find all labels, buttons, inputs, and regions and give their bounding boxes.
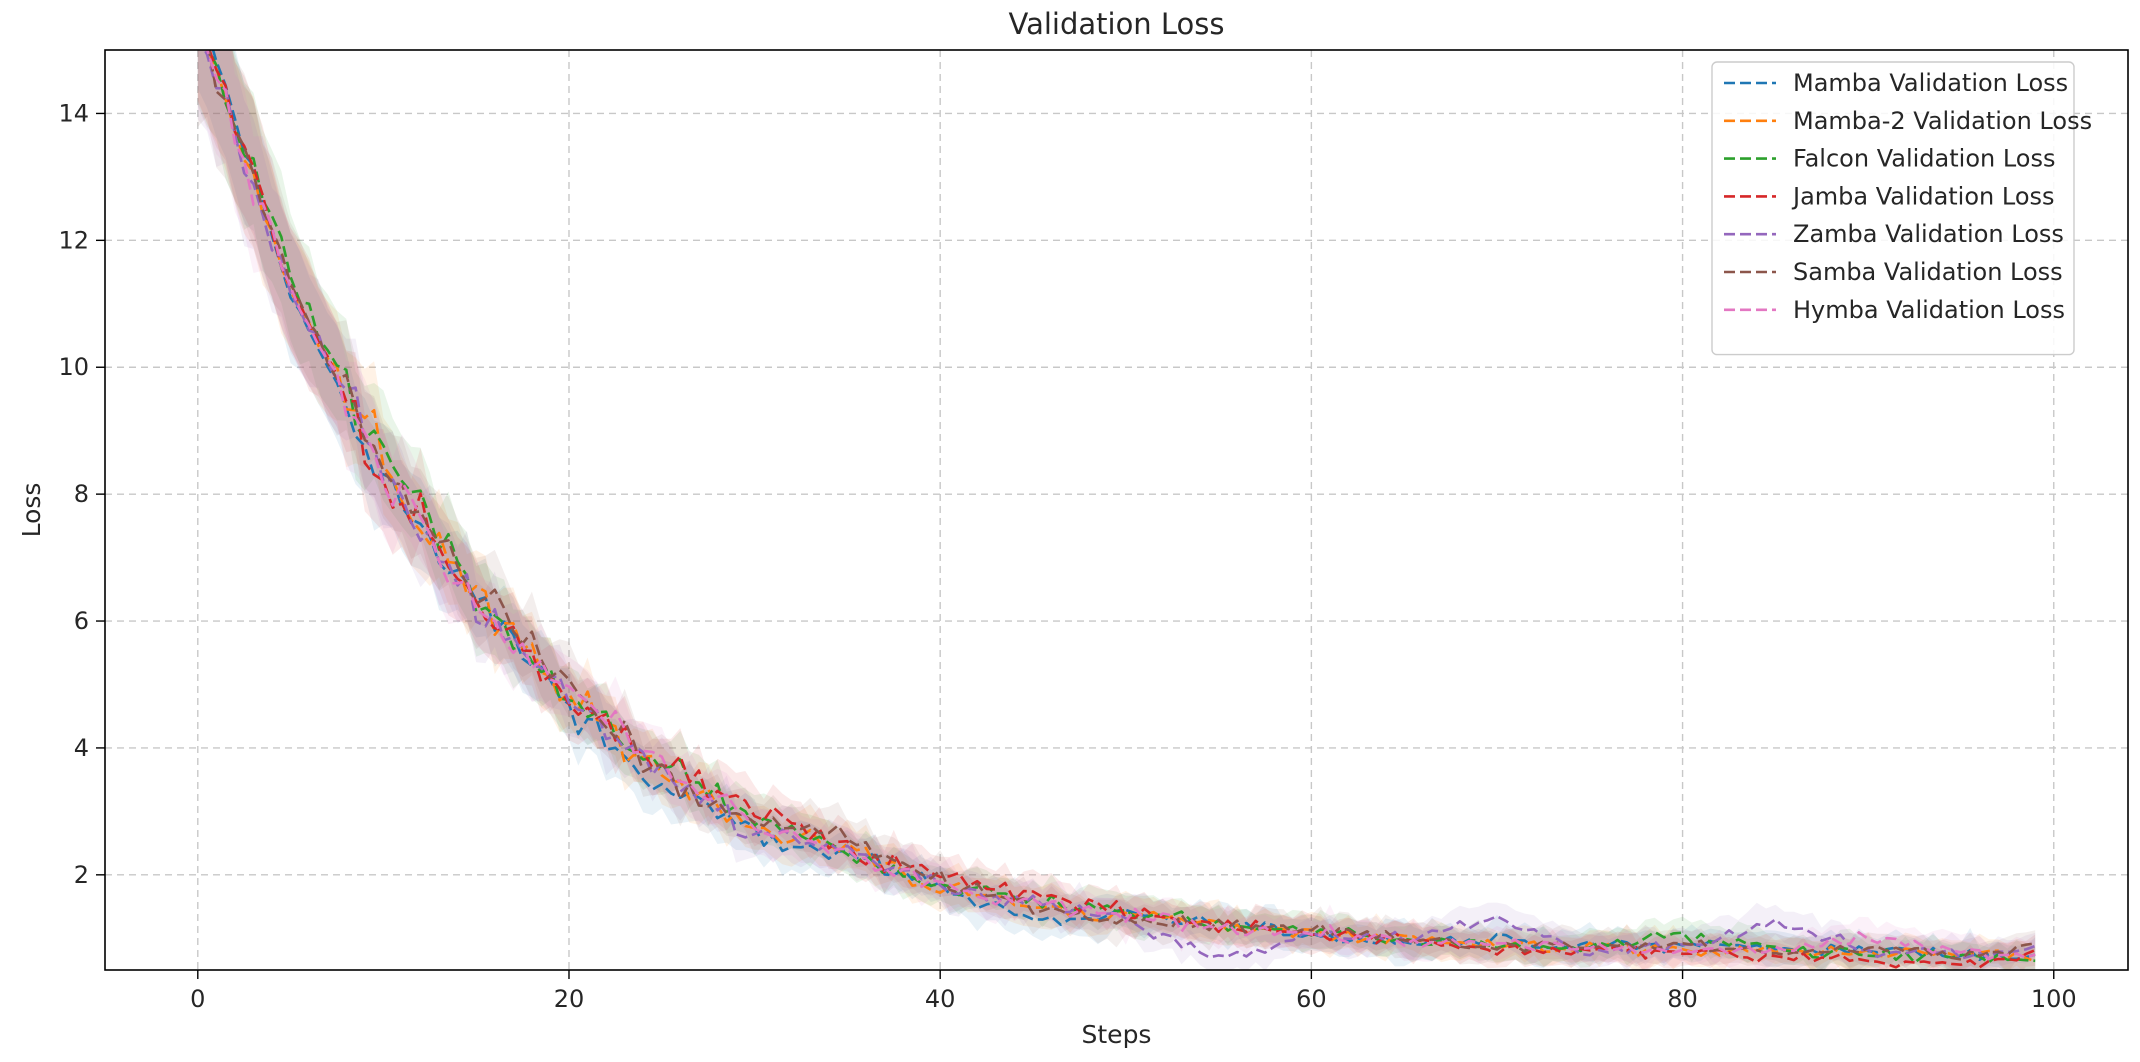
y-tick-label: 6	[74, 607, 89, 635]
y-tick-label: 12	[58, 226, 89, 254]
axis-ticks: 0 20 40 60 80 100 2 4 6 8 10 12 14	[58, 99, 2076, 1013]
legend: Mamba Validation Loss Mamba-2 Validation …	[1711, 61, 2092, 356]
x-tick-label: 40	[925, 985, 956, 1013]
y-tick-label: 2	[74, 861, 89, 889]
series-line	[208, 50, 2036, 969]
series-line	[205, 50, 2036, 961]
y-tick-label: 4	[74, 734, 89, 762]
x-tick-label: 100	[2031, 985, 2077, 1013]
series-lines	[203, 50, 2036, 969]
confidence-band	[197, 50, 2036, 970]
y-tick-label: 14	[58, 99, 89, 127]
grid	[105, 50, 2128, 970]
confidence-band	[197, 50, 2036, 970]
confidence-band	[197, 50, 2036, 970]
y-tick-label: 10	[58, 353, 89, 381]
x-tick-label: 20	[554, 985, 585, 1013]
legend-label: Mamba-2 Validation Loss	[1793, 107, 2092, 135]
legend-label: Jamba Validation Loss	[1791, 182, 2055, 210]
legend-label: Mamba Validation Loss	[1793, 69, 2068, 97]
confidence-bands	[197, 50, 2036, 970]
chart-title: Validation Loss	[1008, 7, 1224, 41]
series-line	[207, 50, 2036, 964]
x-tick-label: 80	[1667, 985, 1698, 1013]
legend-label: Hymba Validation Loss	[1793, 296, 2065, 324]
legend-label: Samba Validation Loss	[1793, 258, 2063, 286]
legend-label: Falcon Validation Loss	[1793, 145, 2055, 173]
plot-frame	[104, 49, 2129, 971]
x-axis-label: Steps	[1082, 1020, 1152, 1049]
y-tick-label: 8	[74, 480, 89, 508]
x-tick-label: 60	[1296, 985, 1327, 1013]
confidence-band	[197, 50, 2036, 970]
series-line	[207, 50, 2036, 961]
legend-box	[1711, 61, 2075, 356]
y-axis-label: Loss	[17, 483, 46, 538]
legend-label: Zamba Validation Loss	[1793, 220, 2064, 248]
x-tick-label: 0	[190, 985, 205, 1013]
confidence-band	[197, 50, 2036, 970]
